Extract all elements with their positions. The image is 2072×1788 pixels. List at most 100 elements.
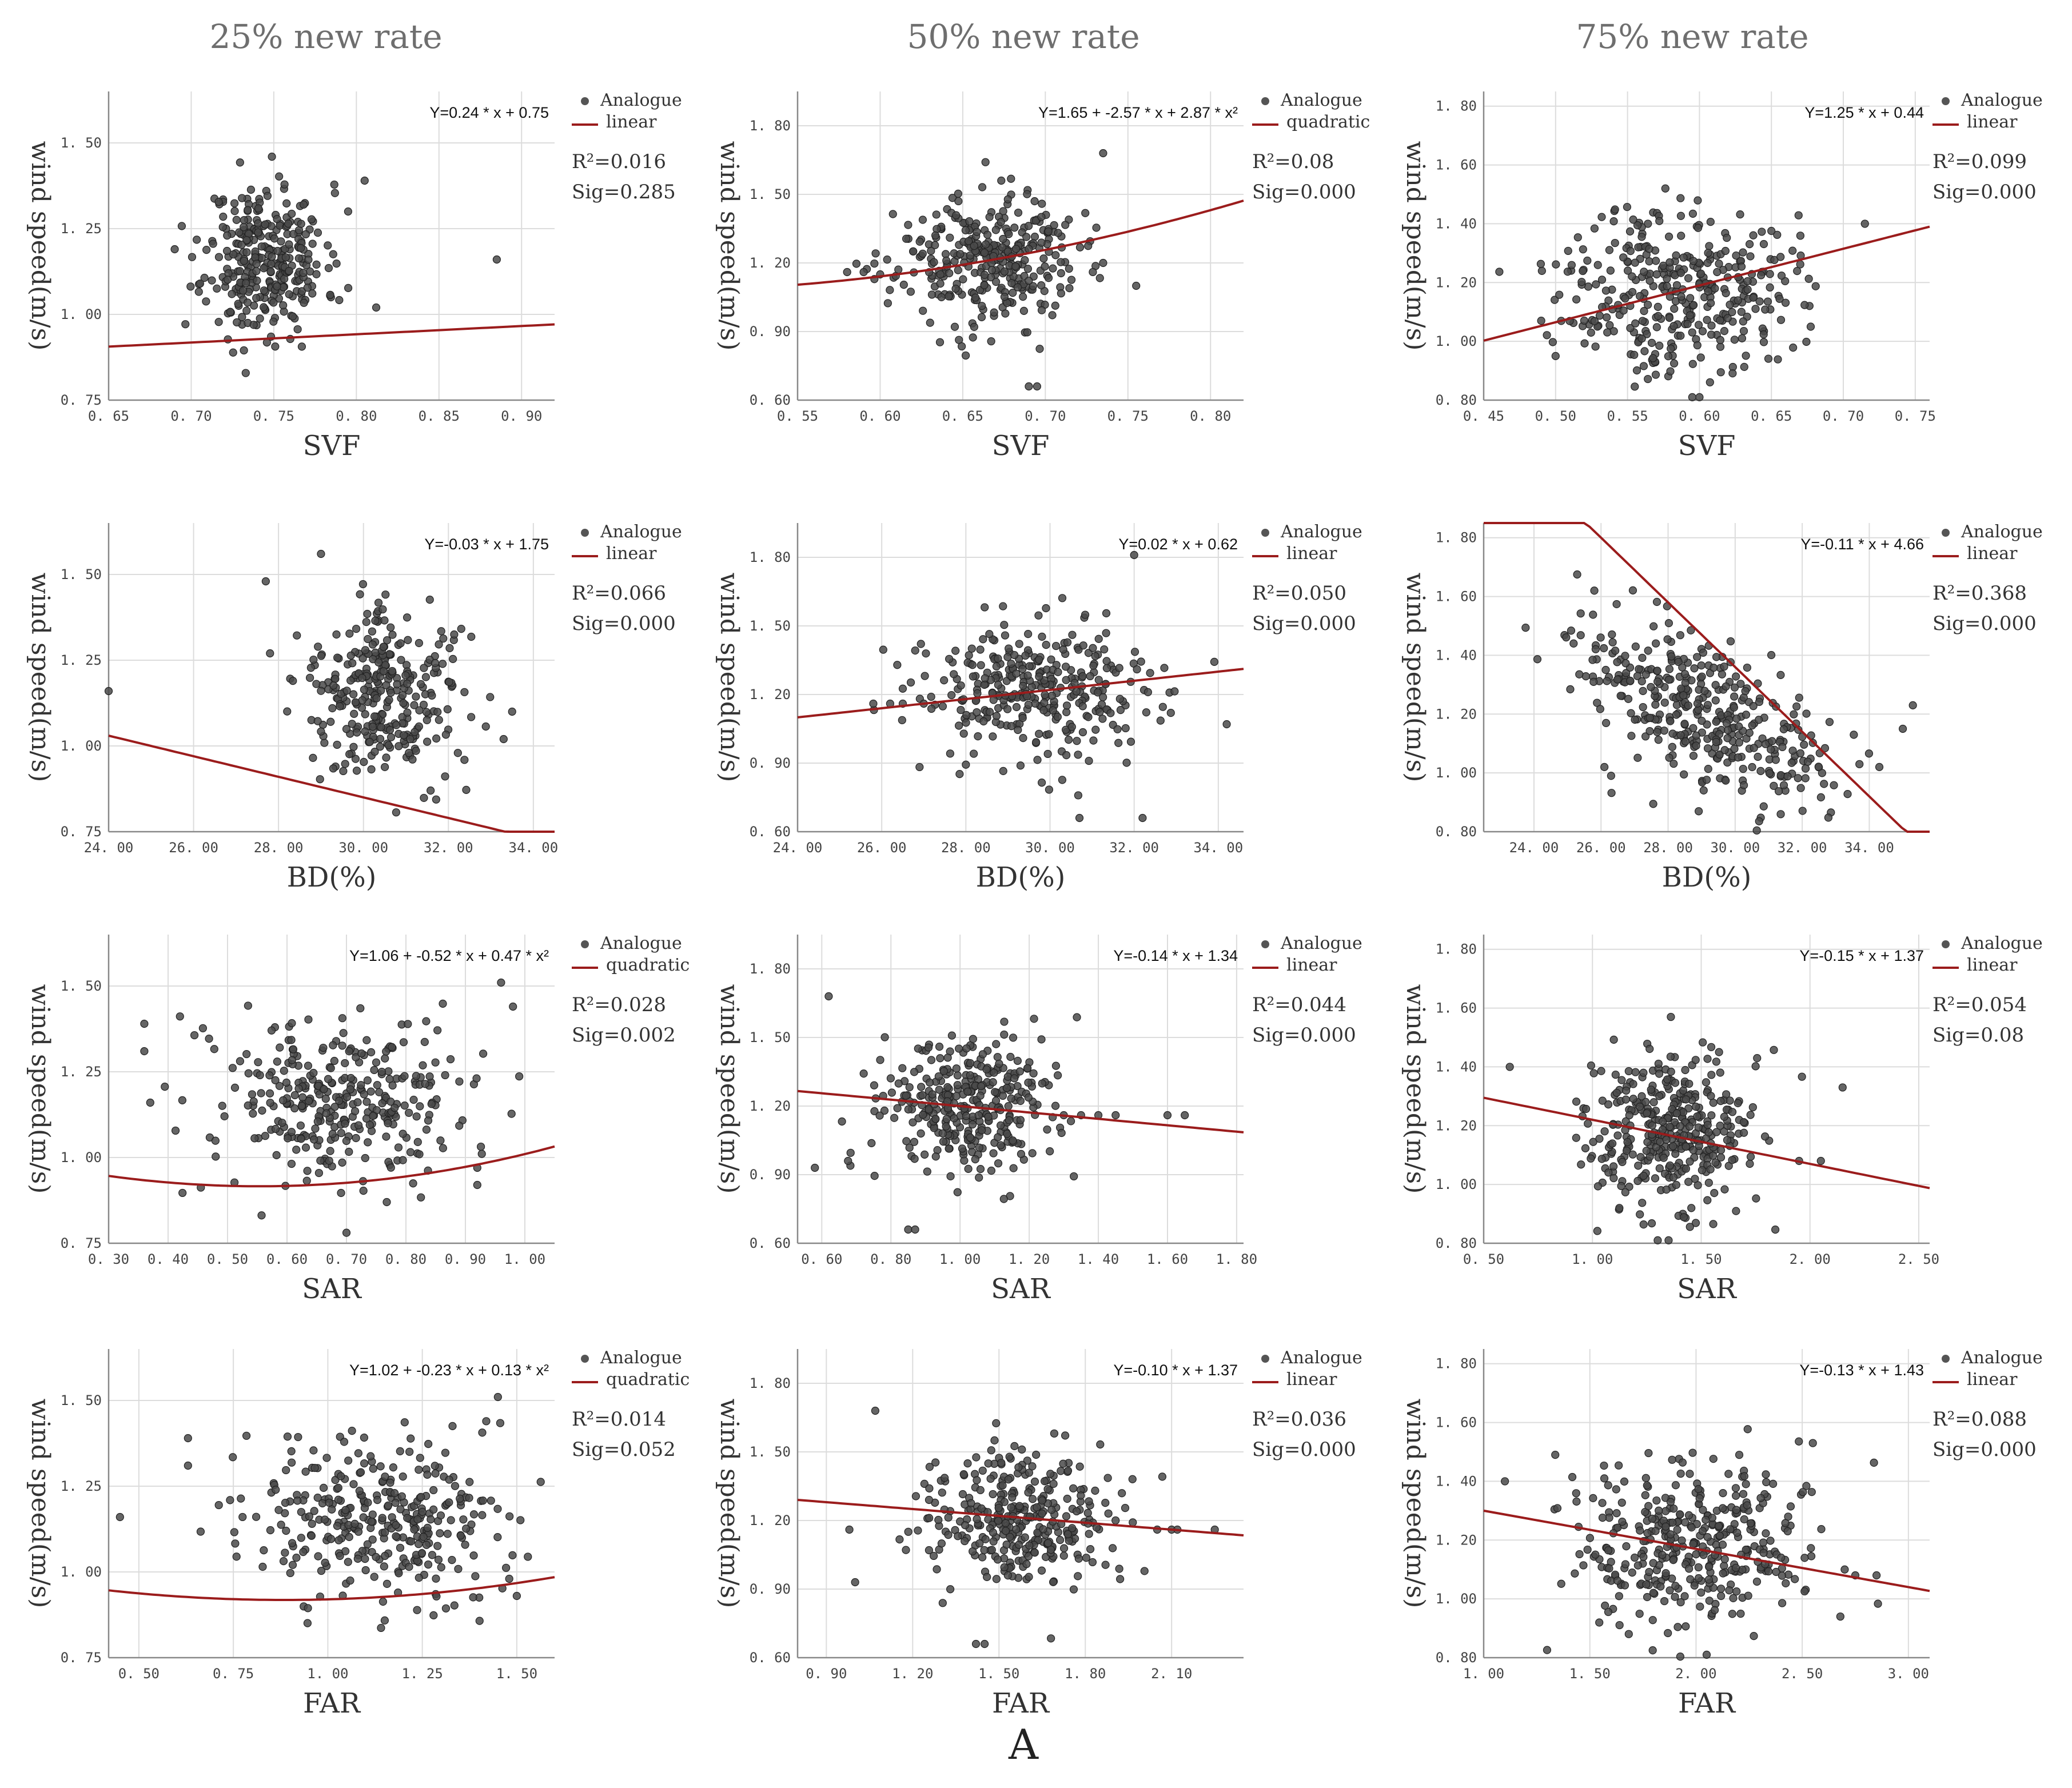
y-tick-label: 1. 20 bbox=[1436, 274, 1477, 290]
data-point bbox=[973, 689, 982, 697]
data-point bbox=[989, 1490, 997, 1499]
data-point bbox=[1054, 1071, 1062, 1080]
data-point bbox=[1691, 1175, 1699, 1183]
data-point bbox=[1564, 246, 1572, 256]
data-point bbox=[256, 1071, 264, 1080]
data-point bbox=[273, 1057, 281, 1066]
data-point bbox=[1788, 747, 1797, 755]
data-point bbox=[212, 1152, 220, 1161]
data-point bbox=[1668, 729, 1677, 738]
data-point bbox=[317, 687, 325, 695]
data-point bbox=[997, 1459, 1006, 1467]
data-point bbox=[990, 308, 998, 317]
data-point bbox=[1686, 1470, 1694, 1478]
data-point bbox=[978, 302, 986, 310]
data-point bbox=[1022, 233, 1031, 241]
data-point bbox=[1003, 1130, 1011, 1138]
data-point bbox=[242, 236, 251, 245]
data-point bbox=[1553, 1504, 1562, 1512]
data-point bbox=[1717, 1585, 1726, 1593]
data-point bbox=[516, 1516, 525, 1524]
data-point bbox=[1028, 1462, 1037, 1471]
fit-line bbox=[1483, 1096, 1930, 1190]
data-point bbox=[465, 1478, 474, 1486]
legend-fit-label: linear bbox=[1286, 955, 1337, 975]
data-point bbox=[1083, 1508, 1092, 1517]
data-point bbox=[375, 1088, 384, 1096]
data-point bbox=[1137, 657, 1145, 666]
data-point bbox=[1019, 734, 1027, 743]
data-point bbox=[1743, 285, 1752, 294]
data-point bbox=[925, 1484, 934, 1492]
data-point bbox=[360, 1090, 368, 1099]
data-point bbox=[1622, 1086, 1631, 1095]
data-point bbox=[1730, 703, 1738, 712]
y-tick-label: 0. 80 bbox=[1436, 1235, 1477, 1251]
data-point bbox=[981, 674, 989, 683]
data-point bbox=[1751, 1062, 1760, 1071]
y-tick-label: 1. 00 bbox=[61, 1564, 102, 1580]
data-point bbox=[984, 1112, 993, 1121]
x-tick-label: 32. 00 bbox=[1778, 840, 1827, 856]
fit-line bbox=[108, 1145, 555, 1188]
data-point bbox=[1712, 1057, 1720, 1066]
y-tick-label: 1. 25 bbox=[61, 1478, 102, 1494]
data-point bbox=[415, 1150, 424, 1159]
data-point bbox=[1749, 702, 1758, 711]
data-point bbox=[1769, 1479, 1778, 1488]
data-point bbox=[993, 1555, 1002, 1564]
x-axis-label: SAR bbox=[1677, 1273, 1736, 1305]
data-point bbox=[275, 1081, 284, 1090]
data-point bbox=[964, 1164, 973, 1173]
data-point bbox=[382, 1132, 391, 1141]
data-point bbox=[875, 1111, 884, 1120]
fit-line bbox=[797, 199, 1244, 286]
data-point bbox=[1663, 274, 1671, 283]
data-point bbox=[309, 753, 317, 762]
data-point bbox=[301, 1467, 310, 1476]
data-point bbox=[1724, 726, 1732, 735]
data-point bbox=[859, 268, 868, 277]
data-point bbox=[252, 1512, 261, 1521]
data-point bbox=[1681, 737, 1690, 746]
data-point bbox=[242, 1049, 251, 1059]
data-point bbox=[237, 1494, 245, 1503]
data-point bbox=[399, 1472, 407, 1481]
data-point bbox=[1723, 734, 1732, 743]
data-point bbox=[367, 1517, 376, 1526]
data-point bbox=[1660, 699, 1669, 707]
data-point bbox=[1735, 738, 1744, 747]
data-point bbox=[1686, 1223, 1694, 1231]
data-point bbox=[372, 1106, 381, 1115]
data-point bbox=[869, 699, 878, 708]
data-point bbox=[1126, 737, 1135, 746]
data-point bbox=[1005, 230, 1013, 238]
data-point bbox=[976, 645, 985, 654]
data-point bbox=[469, 1551, 478, 1560]
data-point bbox=[265, 1071, 274, 1080]
data-point bbox=[962, 711, 971, 720]
x-tick-label: 0. 70 bbox=[1823, 408, 1864, 424]
data-point bbox=[1009, 1033, 1018, 1042]
data-point bbox=[1718, 670, 1726, 679]
data-point bbox=[1716, 1122, 1724, 1130]
y-tick-label: 1. 25 bbox=[61, 1064, 102, 1080]
data-point bbox=[228, 1064, 237, 1072]
data-point bbox=[1002, 1084, 1011, 1092]
data-point bbox=[981, 603, 989, 612]
data-point bbox=[1654, 736, 1663, 744]
data-point bbox=[435, 640, 443, 649]
data-point bbox=[1000, 293, 1009, 301]
data-point bbox=[1115, 1564, 1123, 1573]
data-point bbox=[1703, 1055, 1712, 1063]
data-point bbox=[1003, 1571, 1012, 1580]
data-point bbox=[363, 609, 372, 618]
data-point bbox=[1629, 215, 1637, 224]
fit-equation: Y=0.24 * x + 0.75 bbox=[429, 104, 549, 121]
data-point bbox=[335, 1096, 344, 1105]
data-point bbox=[978, 1050, 987, 1059]
data-point bbox=[1676, 1510, 1684, 1519]
data-point bbox=[1029, 1069, 1038, 1077]
data-point bbox=[1604, 1607, 1613, 1617]
data-point bbox=[1736, 210, 1744, 219]
